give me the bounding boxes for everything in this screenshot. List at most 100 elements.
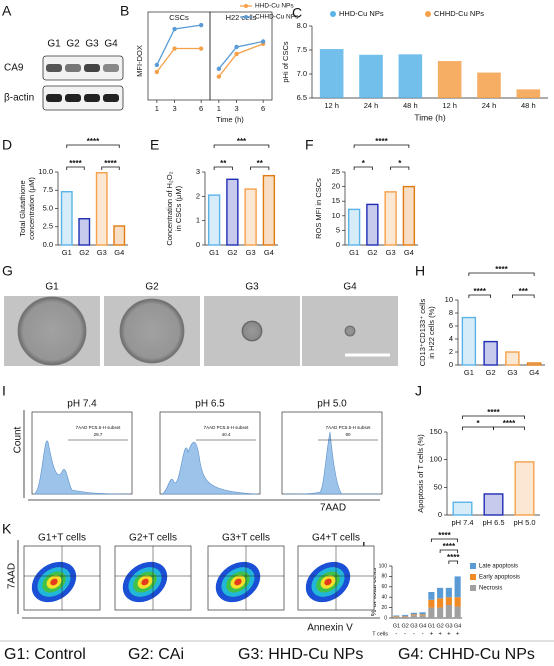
significance-bracket xyxy=(493,426,525,430)
significance-bracket xyxy=(353,144,410,148)
histogram-title: pH 6.5 xyxy=(195,399,225,410)
significance-label: **** xyxy=(438,531,451,540)
series-line xyxy=(156,24,202,66)
panel-letter: E xyxy=(150,137,159,153)
blot-band xyxy=(84,64,100,72)
x-tick-label: G2 xyxy=(79,248,89,257)
x-tick-label: G1 xyxy=(464,368,474,377)
bar xyxy=(347,208,361,246)
blot-band xyxy=(46,94,62,102)
legend-marker xyxy=(244,15,248,19)
row-value: + xyxy=(456,632,460,638)
panel-letter: C xyxy=(292,5,302,21)
gate-value: 90 xyxy=(345,432,351,437)
panel-letter: A xyxy=(2,3,12,19)
significance-bracket xyxy=(101,166,120,170)
significance-label: * xyxy=(476,419,480,428)
x-tick-label: G2 xyxy=(401,623,408,629)
facet-title: CSCs xyxy=(169,13,189,22)
x-tick-label: G3 xyxy=(386,248,396,257)
x-tick-label: pH 5.0 xyxy=(513,518,535,527)
bar xyxy=(262,174,276,246)
gate-label: 7AAD PC5.5-H subset xyxy=(326,425,372,430)
y-tick-label: 150 xyxy=(429,427,442,436)
x-tick-label: G4 xyxy=(419,623,426,629)
lane-label: G4 xyxy=(104,39,118,50)
x-tick-label: 12 h xyxy=(324,101,339,110)
series-line xyxy=(218,40,264,70)
bar xyxy=(384,191,397,246)
row-value: - xyxy=(395,632,397,638)
legend-label: HHD-Cu NPs xyxy=(255,3,294,10)
x-tick-label: G1 xyxy=(62,248,72,257)
significance-label: **** xyxy=(375,137,388,146)
y-tick-label: 40 xyxy=(381,595,387,601)
bar xyxy=(461,316,477,366)
bar xyxy=(60,191,73,246)
spheroid xyxy=(241,320,263,342)
spheroid xyxy=(17,296,87,366)
significance-bracket xyxy=(250,166,270,170)
x-tick-label: G3 xyxy=(445,623,452,629)
y-axis-label: concentration (μM) xyxy=(27,177,36,240)
y-tick-label: 2 xyxy=(449,347,453,356)
bar-segment xyxy=(410,615,417,618)
x-tick-label: G3 xyxy=(97,248,107,257)
bar xyxy=(359,54,383,98)
row-value: - xyxy=(404,632,406,638)
legend-swatch xyxy=(330,11,336,17)
group-legend: G1: Control xyxy=(4,646,86,663)
significance-label: ** xyxy=(257,159,264,168)
panel-letter: F xyxy=(305,137,314,153)
significance-label: *** xyxy=(519,287,529,296)
x-tick-label: pH 7.4 xyxy=(451,518,473,527)
y-tick-label: 10.0 xyxy=(38,167,53,176)
bar-segment xyxy=(428,599,435,608)
bar-segment xyxy=(402,615,409,617)
significance-label: **** xyxy=(69,159,82,168)
x-tick-label: G3 xyxy=(246,248,256,257)
y-axis-label: ROS MFI in CSCs xyxy=(314,178,323,239)
bar-segment xyxy=(402,616,409,618)
significance-bracket xyxy=(66,166,85,170)
y-tick-label: 5 xyxy=(336,225,340,234)
panel-letter: K xyxy=(2,521,12,537)
legend-label: CHHD-Cu NPs xyxy=(434,9,484,18)
significance-label: **** xyxy=(474,287,487,296)
x-tick-label: 12 h xyxy=(442,101,457,110)
group-legend: G2: CAi xyxy=(128,646,184,663)
x-tick-label: G4 xyxy=(264,248,274,257)
micrograph-label: G3 xyxy=(245,282,259,293)
blot-band xyxy=(65,64,81,72)
y-tick-label: 0 xyxy=(384,615,387,621)
y-tick-label: 0 xyxy=(196,240,200,249)
bar xyxy=(437,61,462,98)
lane-label: G2 xyxy=(66,39,80,50)
y-axis-label: MFI-DOX xyxy=(135,45,144,77)
y-tick-label: 7.5 xyxy=(43,185,53,194)
bar xyxy=(78,218,91,246)
histogram-y-label: Count xyxy=(13,426,24,453)
panel-letter: G xyxy=(2,263,13,279)
y-tick-label: 15 xyxy=(332,196,340,205)
y-tick-label: 2 xyxy=(196,191,200,200)
x-tick-label: G3 xyxy=(410,623,417,629)
y-tick-label: 6.5 xyxy=(297,93,307,102)
x-tick-label: G1 xyxy=(428,623,435,629)
bar xyxy=(95,172,108,246)
x-tick-label: 24 h xyxy=(364,101,379,110)
y-tick-label: 6 xyxy=(449,321,453,330)
gate-label: 7AAD PC5.5-H subset xyxy=(204,425,250,430)
panel-letter: D xyxy=(2,137,12,153)
bar xyxy=(226,178,239,246)
row-value: + xyxy=(447,632,451,638)
density xyxy=(141,578,149,586)
x-tick-label: 24 h xyxy=(482,101,497,110)
histogram-title: pH 7.4 xyxy=(67,399,97,410)
bar-segment xyxy=(419,612,426,615)
group-legend: G3: HHD-Cu NPs xyxy=(238,646,363,663)
dotplot-title: G1+T cells xyxy=(38,533,86,544)
density xyxy=(50,578,58,586)
bar-segment xyxy=(393,616,400,618)
bar-segment xyxy=(419,614,426,616)
